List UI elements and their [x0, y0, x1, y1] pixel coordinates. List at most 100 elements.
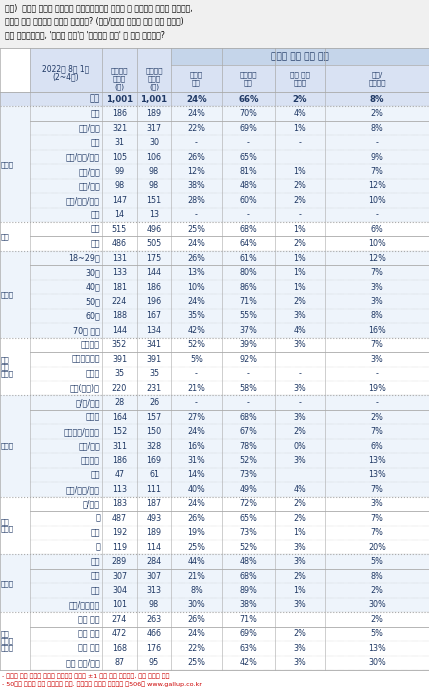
Text: 인천/경기: 인천/경기 — [78, 124, 100, 132]
Text: 3%: 3% — [293, 413, 306, 422]
Text: 4%: 4% — [293, 326, 306, 335]
Text: 31%: 31% — [187, 456, 205, 465]
Text: 98: 98 — [149, 167, 159, 176]
Text: 263: 263 — [146, 615, 162, 624]
Text: 21%: 21% — [187, 571, 205, 580]
Text: 별로 없다: 별로 없다 — [79, 644, 100, 653]
Bar — [0, 280, 429, 295]
Text: 307: 307 — [112, 571, 127, 580]
Text: 지역별: 지역별 — [1, 161, 14, 168]
Text: 40%: 40% — [187, 485, 205, 494]
Bar — [0, 352, 429, 366]
Text: 186: 186 — [146, 283, 161, 292]
Text: 67%: 67% — [239, 427, 257, 436]
Text: 98: 98 — [149, 600, 159, 609]
Text: 391: 391 — [146, 355, 162, 364]
Text: 58%: 58% — [239, 384, 257, 393]
Text: 진보: 진보 — [91, 586, 100, 595]
Text: - 50사례 미만은 수치 제시하지 않음. 한국갤럽 데일리 오피니언 제506호 www.gallup.co.kr: - 50사례 미만은 수치 제시하지 않음. 한국갤럽 데일리 오피니언 제50… — [2, 681, 202, 687]
Text: 22%: 22% — [187, 124, 205, 132]
Text: 313: 313 — [146, 586, 161, 595]
Text: 6%: 6% — [371, 225, 384, 234]
Text: 5%: 5% — [190, 355, 203, 364]
Bar — [0, 497, 429, 511]
Text: 8%: 8% — [371, 571, 384, 580]
Text: 55%: 55% — [239, 311, 257, 320]
Text: 40대: 40대 — [85, 283, 100, 292]
Text: 1%: 1% — [293, 586, 306, 595]
Text: 25%: 25% — [187, 658, 205, 667]
Text: 274: 274 — [112, 615, 127, 624]
Text: 강원: 강원 — [91, 138, 100, 147]
Text: 38%: 38% — [240, 600, 257, 609]
Text: 35: 35 — [149, 369, 159, 378]
Text: 중: 중 — [95, 514, 100, 523]
Bar — [0, 179, 429, 193]
Text: -: - — [299, 398, 302, 407]
Text: 86%: 86% — [240, 283, 257, 292]
Text: 25%: 25% — [187, 225, 205, 234]
Text: 152: 152 — [112, 427, 127, 436]
Text: 전업주부: 전업주부 — [81, 456, 100, 465]
Text: 186: 186 — [112, 456, 127, 465]
Text: 321: 321 — [112, 124, 127, 132]
Text: 3%: 3% — [371, 355, 384, 364]
Text: 14%: 14% — [187, 471, 205, 480]
Text: 114: 114 — [146, 542, 161, 552]
Text: 2%: 2% — [293, 629, 306, 638]
Text: 2%: 2% — [293, 427, 306, 436]
Text: 대통령 직무 수행 평가: 대통령 직무 수행 평가 — [271, 52, 329, 61]
Text: 성향별: 성향별 — [1, 580, 14, 586]
Text: 19%: 19% — [187, 529, 205, 538]
Text: 505: 505 — [146, 239, 162, 248]
Text: 24%: 24% — [187, 297, 205, 306]
Text: 6%: 6% — [371, 442, 384, 451]
Text: 35: 35 — [115, 369, 124, 378]
Text: 8%: 8% — [370, 95, 384, 103]
Text: 147: 147 — [112, 196, 127, 205]
Text: -: - — [375, 398, 378, 407]
Bar — [171, 48, 429, 65]
Text: 광주/전라: 광주/전라 — [78, 167, 100, 176]
Text: 중도: 중도 — [91, 571, 100, 580]
Text: 16%: 16% — [368, 326, 386, 335]
Text: 176: 176 — [146, 644, 162, 653]
Text: 65%: 65% — [239, 514, 257, 523]
Text: 133: 133 — [112, 268, 127, 277]
Text: 보수: 보수 — [91, 557, 100, 566]
Text: 5%: 5% — [371, 557, 384, 566]
Text: 1%: 1% — [293, 529, 306, 538]
Text: 7%: 7% — [371, 427, 384, 436]
Text: 187: 187 — [146, 500, 162, 509]
Text: -: - — [299, 210, 302, 219]
Text: 24%: 24% — [187, 239, 205, 248]
Text: 3%: 3% — [293, 644, 306, 653]
Text: 2%: 2% — [293, 239, 306, 248]
Text: 모름/
응답거절: 모름/ 응답거절 — [368, 71, 386, 86]
Bar — [0, 208, 429, 222]
Text: 3%: 3% — [371, 500, 384, 509]
Text: 8%: 8% — [190, 586, 203, 595]
Bar — [0, 92, 429, 106]
Text: 3%: 3% — [293, 658, 306, 667]
Text: 487: 487 — [112, 514, 127, 523]
Text: 30%: 30% — [368, 658, 386, 667]
Text: 2%: 2% — [371, 586, 384, 595]
Text: 더불어민주당: 더불어민주당 — [72, 355, 100, 364]
Text: 95: 95 — [149, 658, 159, 667]
Text: 169: 169 — [146, 456, 162, 465]
Text: 0%: 0% — [293, 442, 306, 451]
Text: 2%: 2% — [293, 500, 306, 509]
Bar — [0, 482, 429, 497]
Text: 13%: 13% — [368, 456, 386, 465]
Text: 4%: 4% — [293, 109, 306, 118]
Text: 472: 472 — [112, 629, 127, 638]
Text: 부산/울산/경남: 부산/울산/경남 — [66, 196, 100, 205]
Text: 13%: 13% — [187, 268, 205, 277]
Text: 12%: 12% — [368, 181, 386, 190]
Bar — [0, 0, 429, 48]
Text: 9%: 9% — [371, 152, 384, 161]
Text: 지지: 지지 — [1, 363, 10, 370]
Text: 63%: 63% — [240, 644, 257, 653]
Text: 39%: 39% — [239, 340, 257, 349]
